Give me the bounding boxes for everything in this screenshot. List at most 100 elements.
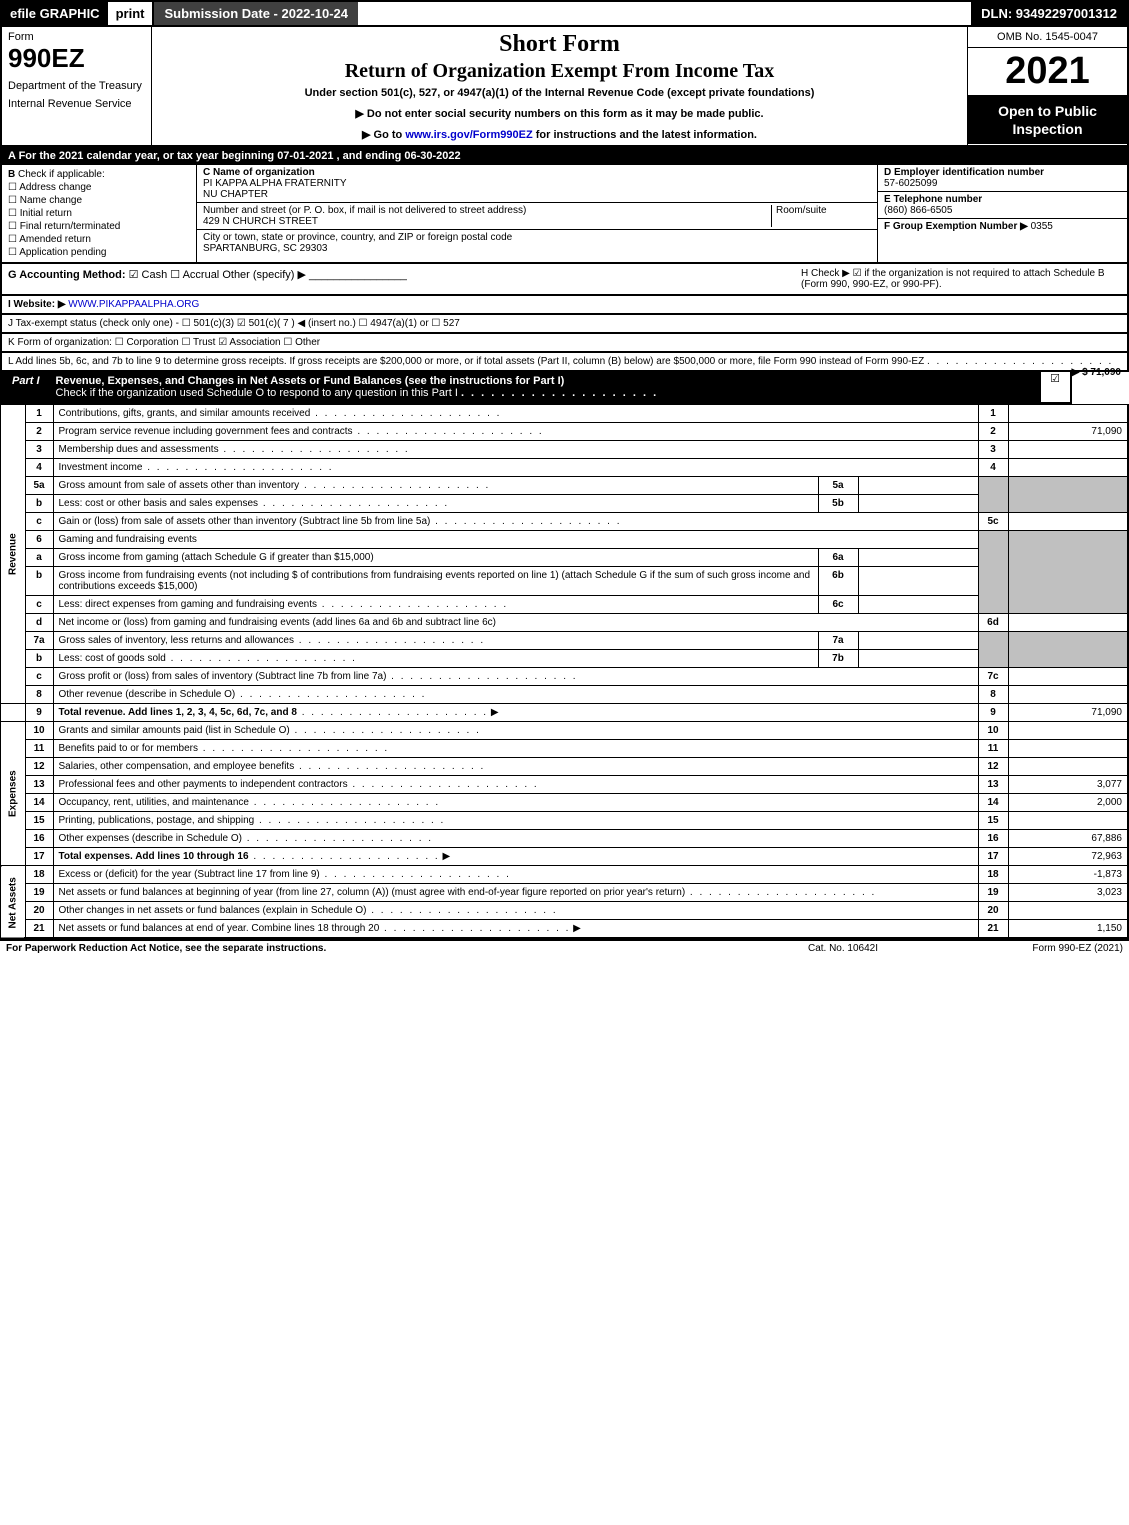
l8-num: 8 <box>25 686 53 704</box>
chk-amended-return[interactable]: ☐ Amended return <box>8 234 190 245</box>
dept-irs: Internal Revenue Service <box>8 98 145 110</box>
l7b-num: b <box>25 650 53 668</box>
l7b-sub: 7b <box>818 650 858 668</box>
l-text: L Add lines 5b, 6c, and 7b to line 9 to … <box>8 356 924 367</box>
l5c-amt <box>1008 513 1128 531</box>
l18-amt: -1,873 <box>1008 866 1128 884</box>
chk-address-change[interactable]: ☐ Address change <box>8 182 190 193</box>
section-i: I Website: ▶ WWW.PIKAPPAALPHA.ORG <box>0 296 1129 315</box>
l6b-val <box>858 567 978 596</box>
l2-amt: 71,090 <box>1008 423 1128 441</box>
l5b-sub: 5b <box>818 495 858 513</box>
phone-label: E Telephone number <box>884 194 982 205</box>
street-label: Number and street (or P. O. box, if mail… <box>203 205 526 216</box>
chk-name-change[interactable]: ☐ Name change <box>8 195 190 206</box>
l7c-num: c <box>25 668 53 686</box>
l10-ln: 10 <box>978 722 1008 740</box>
l6a-num: a <box>25 549 53 567</box>
l15-ln: 15 <box>978 812 1008 830</box>
l7a-num: 7a <box>25 632 53 650</box>
l1-ln: 1 <box>978 405 1008 423</box>
l7b-val <box>858 650 978 668</box>
g-cash[interactable]: ☑ Cash <box>129 269 168 281</box>
l7-shade <box>978 632 1008 668</box>
efile-label: efile GRAPHIC <box>2 2 108 25</box>
website-link[interactable]: WWW.PIKAPPAALPHA.ORG <box>68 299 199 310</box>
l2-desc: Program service revenue including govern… <box>59 426 353 437</box>
l10-num: 10 <box>25 722 53 740</box>
l8-ln: 8 <box>978 686 1008 704</box>
l14-desc: Occupancy, rent, utilities, and maintena… <box>59 797 249 808</box>
l7b-desc: Less: cost of goods sold <box>59 653 166 664</box>
ein-label: D Employer identification number <box>884 167 1044 178</box>
phone: (860) 866-6505 <box>884 205 952 216</box>
chk-initial-return[interactable]: ☐ Initial return <box>8 208 190 219</box>
g-other[interactable]: Other (specify) ▶ <box>222 269 306 281</box>
l6-desc: Gaming and fundraising events <box>53 531 978 549</box>
l6-num: 6 <box>25 531 53 549</box>
l13-ln: 13 <box>978 776 1008 794</box>
l19-ln: 19 <box>978 884 1008 902</box>
submission-date: Submission Date - 2022-10-24 <box>154 2 358 25</box>
part1-table: Revenue 1 Contributions, gifts, grants, … <box>0 404 1129 939</box>
group-label: F Group Exemption Number ▶ <box>884 221 1028 232</box>
open-to-public: Open to Public Inspection <box>968 96 1127 144</box>
l5-shade <box>978 477 1008 513</box>
print-link[interactable]: print <box>108 2 155 25</box>
l8-amt <box>1008 686 1128 704</box>
l12-amt <box>1008 758 1128 776</box>
l7a-desc: Gross sales of inventory, less returns a… <box>59 635 294 646</box>
l4-desc: Investment income <box>59 462 143 473</box>
instr-ssn: ▶ Do not enter social security numbers o… <box>160 107 959 120</box>
l2-num: 2 <box>25 423 53 441</box>
part1-checkbox[interactable]: ☑ <box>1040 372 1070 402</box>
l6d-num: d <box>25 614 53 632</box>
l9-amt: 71,090 <box>1008 704 1128 722</box>
l6-shade <box>978 531 1008 614</box>
section-b: B Check if applicable: ☐ Address change … <box>2 165 197 262</box>
l16-num: 16 <box>25 830 53 848</box>
l9-num: 9 <box>25 704 53 722</box>
l11-amt <box>1008 740 1128 758</box>
chk-final-return[interactable]: ☐ Final return/terminated <box>8 221 190 232</box>
l12-desc: Salaries, other compensation, and employ… <box>59 761 295 772</box>
l11-desc: Benefits paid to or for members <box>59 743 199 754</box>
street: 429 N CHURCH STREET <box>203 216 318 227</box>
l4-amt <box>1008 459 1128 477</box>
l6c-sub: 6c <box>818 596 858 614</box>
l14-ln: 14 <box>978 794 1008 812</box>
title-return: Return of Organization Exempt From Incom… <box>160 60 959 83</box>
l6d-desc: Net income or (loss) from gaming and fun… <box>59 617 496 628</box>
l4-num: 4 <box>25 459 53 477</box>
l5c-num: c <box>25 513 53 531</box>
l9-ln: 9 <box>978 704 1008 722</box>
l5a-val <box>858 477 978 495</box>
l6b-desc: Gross income from fundraising events (no… <box>53 567 818 596</box>
l1-amt <box>1008 405 1128 423</box>
l5b-num: b <box>25 495 53 513</box>
l14-amt: 2,000 <box>1008 794 1128 812</box>
l7c-desc: Gross profit or (loss) from sales of inv… <box>59 671 387 682</box>
l5a-sub: 5a <box>818 477 858 495</box>
irs-link[interactable]: www.irs.gov/Form990EZ <box>405 129 532 141</box>
l11-ln: 11 <box>978 740 1008 758</box>
section-d: D Employer identification number 57-6025… <box>877 165 1127 262</box>
header-left: Form 990EZ Department of the Treasury In… <box>2 27 152 145</box>
chk-application-pending[interactable]: ☐ Application pending <box>8 247 190 258</box>
g-accrual[interactable]: ☐ Accrual <box>170 269 219 281</box>
l13-amt: 3,077 <box>1008 776 1128 794</box>
l5a-num: 5a <box>25 477 53 495</box>
org-name2: NU CHAPTER <box>203 189 268 200</box>
l6d-ln: 6d <box>978 614 1008 632</box>
l6c-val <box>858 596 978 614</box>
side-revenue: Revenue <box>1 405 25 704</box>
part1-header: Part I Revenue, Expenses, and Changes in… <box>0 372 1072 404</box>
org-name: PI KAPPA ALPHA FRATERNITY <box>203 178 347 189</box>
part1-title: Revenue, Expenses, and Changes in Net As… <box>50 372 1040 402</box>
l10-amt <box>1008 722 1128 740</box>
l1-desc: Contributions, gifts, grants, and simila… <box>59 408 311 419</box>
b-label: B <box>8 169 15 180</box>
l15-desc: Printing, publications, postage, and shi… <box>59 815 255 826</box>
l6a-sub: 6a <box>818 549 858 567</box>
l3-ln: 3 <box>978 441 1008 459</box>
